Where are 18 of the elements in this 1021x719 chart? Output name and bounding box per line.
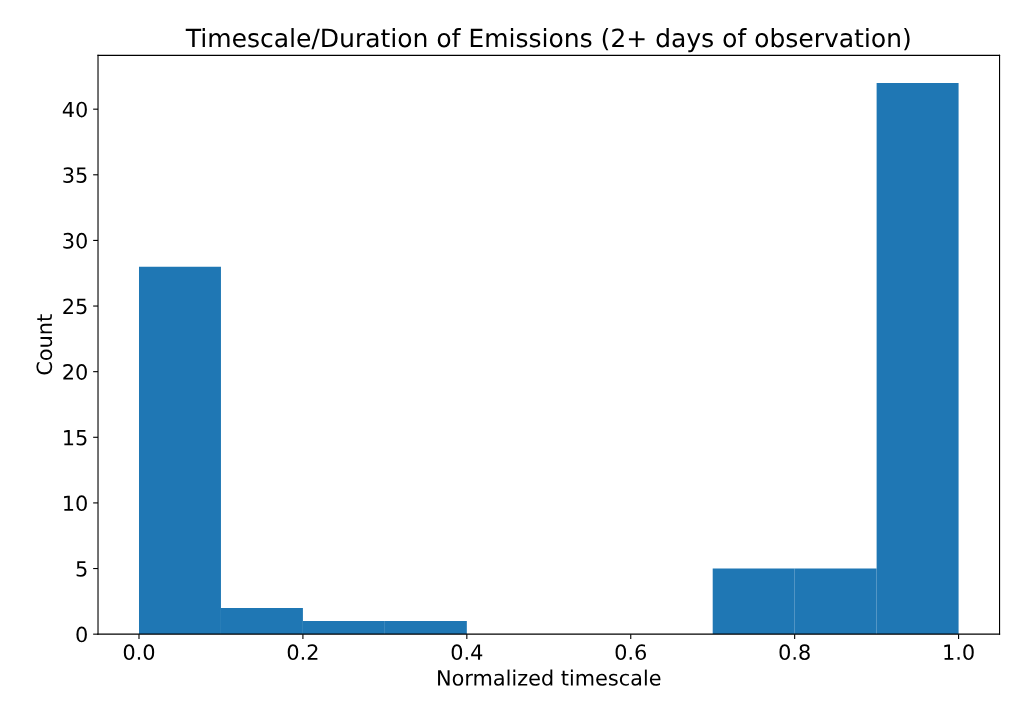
x-tick-label: 0.4 [451, 644, 483, 661]
y-tick-label: 40 [62, 101, 87, 118]
y-axis-title: Count [36, 314, 53, 375]
y-tick-label: 20 [63, 364, 87, 380]
y-tick-label: 5 [76, 561, 87, 577]
x-tick-label: 0.6 [615, 644, 646, 661]
y-tick-label: 10 [64, 495, 87, 512]
y-tick-label: 30 [63, 232, 87, 249]
chart-title: Timescale/Duration of Emissions (2+ days of observation) [185, 28, 910, 53]
y-tick-label: 0 [76, 626, 87, 643]
y-tick-label: 25 [63, 298, 87, 315]
x-tick-label: 0.2 [287, 644, 318, 661]
y-tick-label: 35 [63, 167, 87, 184]
x-tick-label: 1.0 [944, 644, 974, 661]
x-axis-title: Normalized timescale [438, 669, 661, 686]
x-tick-label: 0.8 [779, 644, 810, 661]
y-tick-label: 15 [64, 430, 87, 446]
x-tick-label: 0.0 [123, 644, 155, 661]
